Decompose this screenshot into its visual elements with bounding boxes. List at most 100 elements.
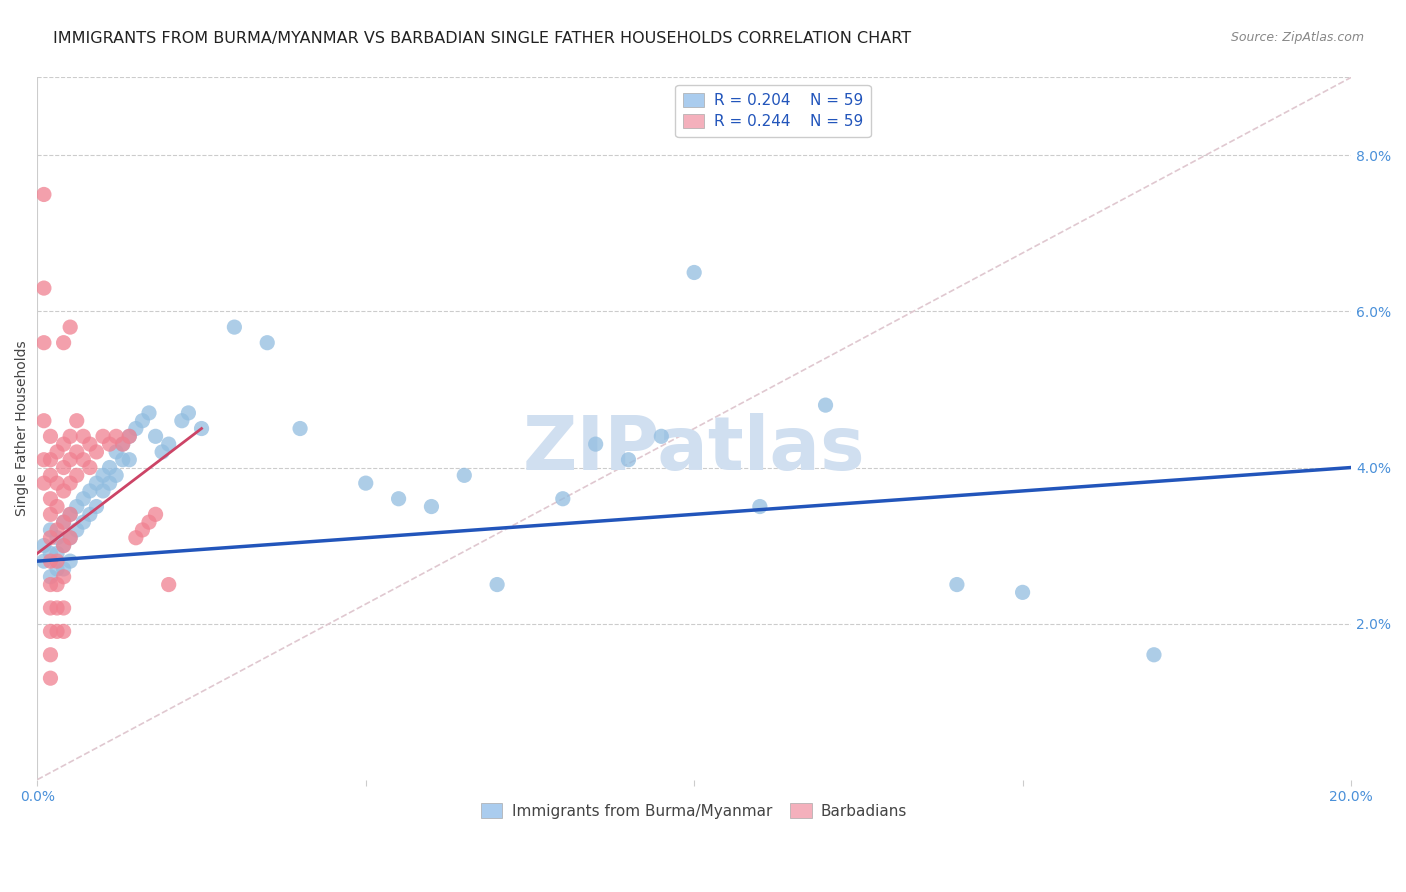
Point (256, 335, 278, 350)
Point (39, 601, 62, 615)
Point (177, 406, 200, 420)
Point (91, 483, 114, 498)
Point (86, 445, 108, 459)
Point (125, 421, 148, 435)
Point (72, 515, 94, 529)
Point (105, 429, 128, 443)
Point (46, 624, 69, 639)
Point (118, 429, 141, 443)
Point (32, 476, 55, 491)
Point (72, 491, 94, 506)
Point (39, 531, 62, 545)
Point (79, 483, 101, 498)
Point (39, 624, 62, 639)
Point (86, 500, 108, 514)
Point (46, 523, 69, 537)
Point (98, 460, 121, 475)
Point (145, 508, 167, 522)
Point (66, 468, 89, 483)
Point (32, 281, 55, 295)
Point (585, 437, 607, 451)
Point (32, 539, 55, 553)
Point (66, 523, 89, 537)
Point (39, 523, 62, 537)
Point (52, 624, 75, 639)
Point (79, 508, 101, 522)
Point (39, 671, 62, 685)
Point (118, 429, 141, 443)
Point (32, 414, 55, 428)
Legend: Immigrants from Burma/Myanmar, Barbadians: Immigrants from Burma/Myanmar, Barbadian… (475, 797, 914, 824)
Point (52, 515, 75, 529)
Point (39, 452, 62, 467)
Point (52, 460, 75, 475)
Point (453, 468, 475, 483)
Point (79, 437, 101, 451)
Point (138, 515, 160, 529)
Point (39, 648, 62, 662)
Point (39, 577, 62, 591)
Point (105, 468, 128, 483)
Point (52, 483, 75, 498)
Point (46, 445, 69, 459)
Point (131, 523, 153, 537)
Point (59, 452, 82, 467)
Point (1143, 648, 1166, 662)
Point (66, 445, 89, 459)
Point (66, 414, 89, 428)
Point (46, 554, 69, 568)
Point (486, 577, 509, 591)
Point (354, 476, 377, 491)
Point (46, 562, 69, 576)
Point (59, 508, 82, 522)
Text: ZIPatlas: ZIPatlas (523, 413, 866, 486)
Point (66, 500, 89, 514)
Point (105, 445, 128, 459)
Point (39, 554, 62, 568)
Point (72, 429, 94, 443)
Point (46, 531, 69, 545)
Point (59, 476, 82, 491)
Point (387, 491, 409, 506)
Point (52, 335, 75, 350)
Point (59, 531, 82, 545)
Point (39, 546, 62, 560)
Point (420, 500, 443, 514)
Point (288, 421, 311, 435)
Point (46, 546, 69, 560)
Point (98, 437, 121, 451)
Point (46, 500, 69, 514)
Point (748, 500, 770, 514)
Y-axis label: Single Father Households: Single Father Households (15, 341, 30, 516)
Point (150, 445, 173, 459)
Point (1011, 585, 1033, 599)
Point (111, 452, 134, 467)
Point (39, 570, 62, 584)
Point (46, 601, 69, 615)
Point (617, 452, 640, 467)
Point (125, 531, 148, 545)
Point (52, 515, 75, 529)
Point (46, 577, 69, 591)
Text: Source: ZipAtlas.com: Source: ZipAtlas.com (1230, 31, 1364, 45)
Point (52, 562, 75, 576)
Point (946, 577, 969, 591)
Point (814, 398, 837, 412)
Point (52, 539, 75, 553)
Point (157, 437, 180, 451)
Point (52, 437, 75, 451)
Point (91, 468, 114, 483)
Point (190, 421, 212, 435)
Point (551, 491, 574, 506)
Point (59, 554, 82, 568)
Point (59, 508, 82, 522)
Point (650, 429, 672, 443)
Point (111, 437, 134, 451)
Point (32, 335, 55, 350)
Point (79, 460, 101, 475)
Point (118, 452, 141, 467)
Point (91, 429, 114, 443)
Point (52, 539, 75, 553)
Point (131, 414, 153, 428)
Point (86, 476, 108, 491)
